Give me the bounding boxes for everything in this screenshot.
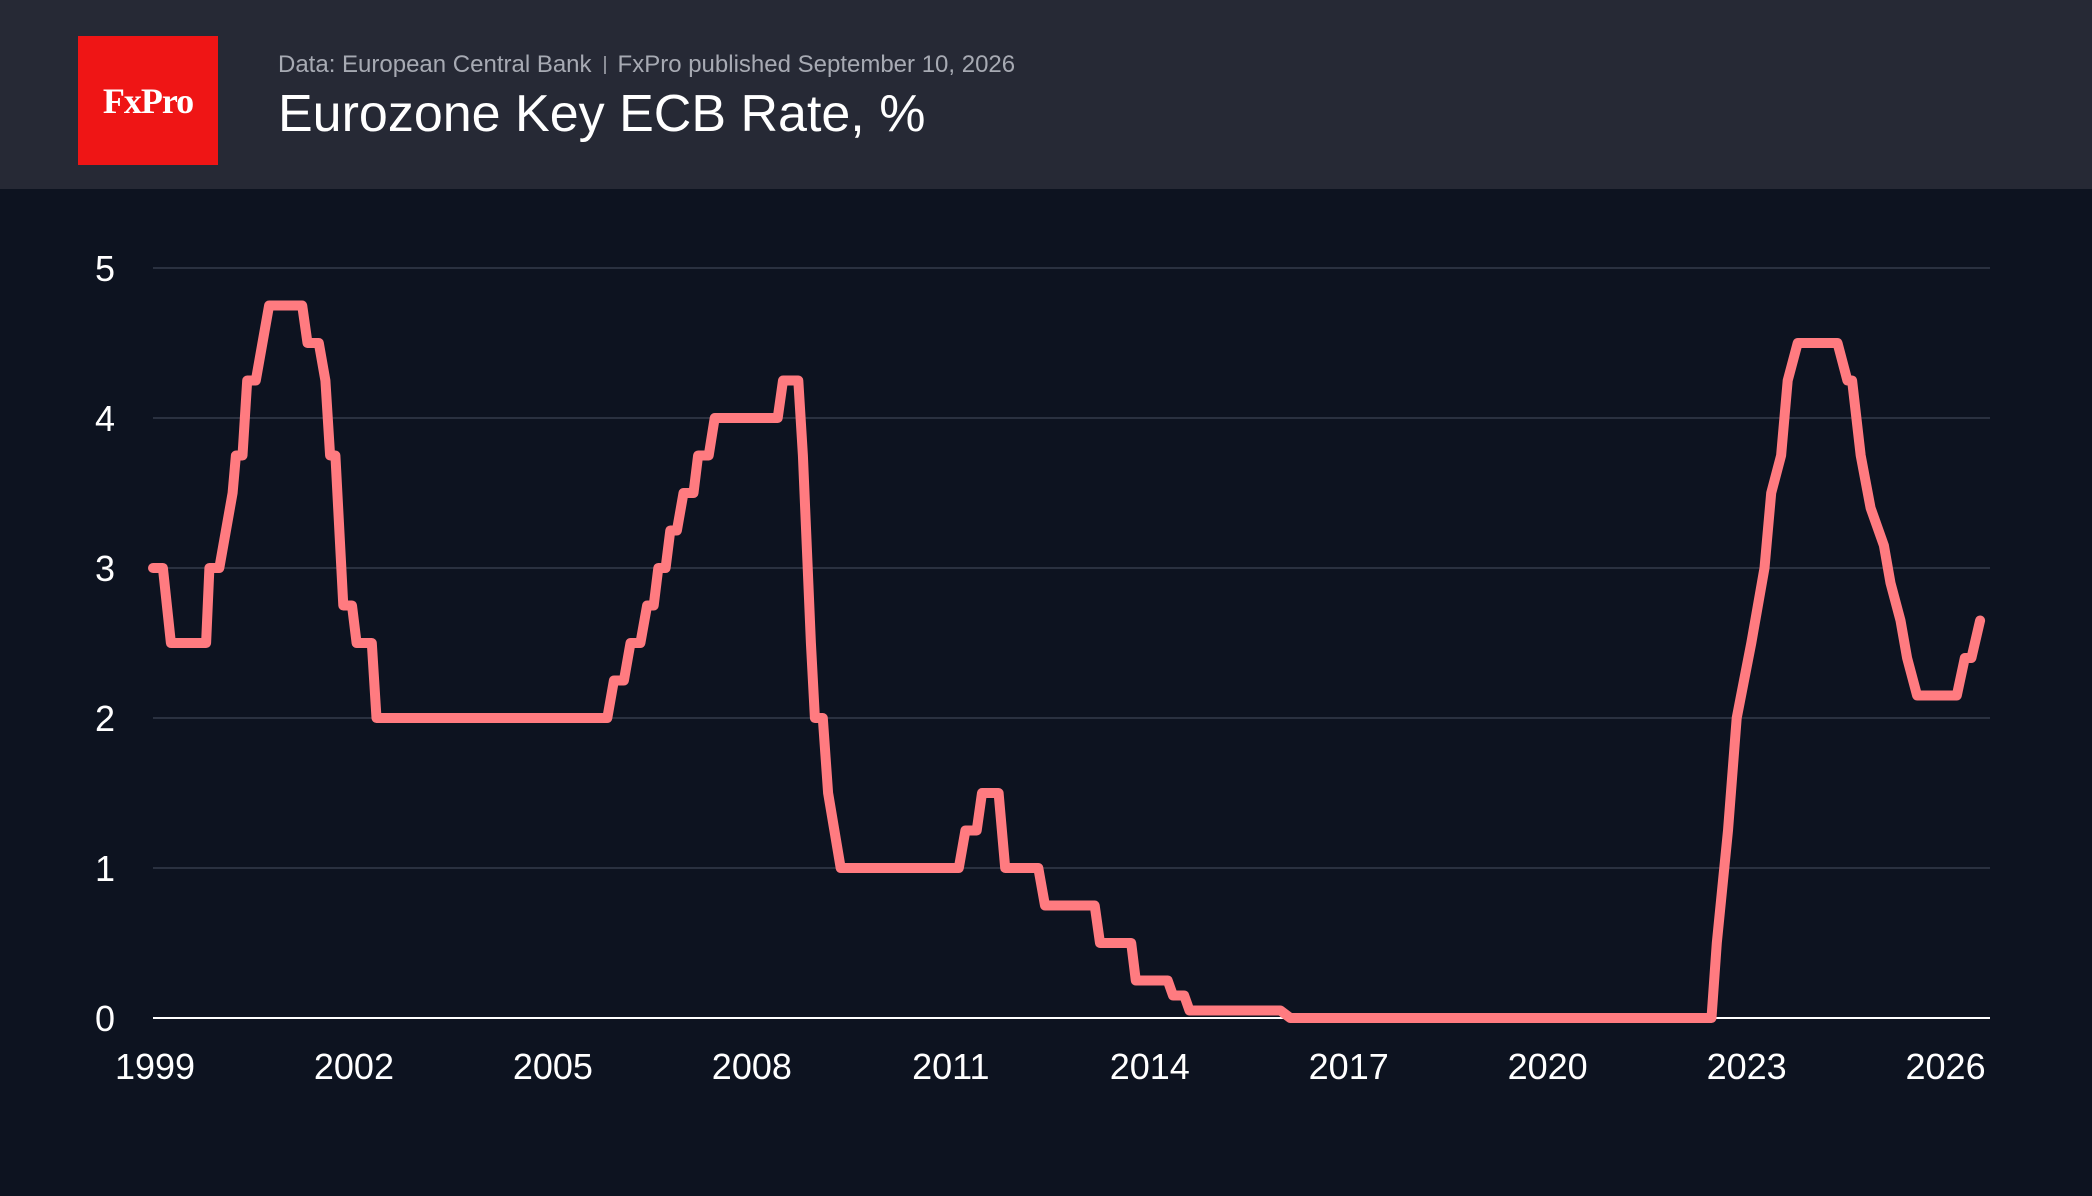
- fxpro-logo: FxPro: [78, 36, 218, 165]
- meta-separator: [603, 56, 606, 74]
- x-tick-label: 2005: [513, 1046, 593, 1087]
- x-tick-label: 2026: [1906, 1046, 1986, 1087]
- x-tick-label: 2020: [1508, 1046, 1588, 1087]
- y-tick-label: 4: [95, 398, 115, 439]
- x-tick-label: 2008: [712, 1046, 792, 1087]
- y-axis-ticks: 0 1 2 3 4 5: [95, 248, 115, 1039]
- data-source: Data: European Central Bank: [278, 51, 592, 78]
- x-tick-label: 2002: [314, 1046, 394, 1087]
- x-tick-label: 2017: [1309, 1046, 1389, 1087]
- chart-meta: Data: European Central Bank FxPro publis…: [278, 50, 1015, 80]
- y-tick-label: 1: [95, 848, 115, 889]
- x-axis-ticks: 1999 2002 2005 2008 2011 2014 2017 2020 2023 2026: [115, 1046, 1986, 1087]
- x-tick-label: 2023: [1707, 1046, 1787, 1087]
- y-tick-label: 3: [95, 548, 115, 589]
- y-tick-label: 0: [95, 998, 115, 1039]
- series-line-0: [148, 300, 1986, 1023]
- logo-text: FxPro: [102, 80, 194, 121]
- chart-title: Eurozone Key ECB Rate, %: [278, 85, 926, 143]
- y-tick-label: 5: [95, 248, 115, 289]
- header-bar: FxPro Data: European Central Bank FxPro …: [0, 0, 2092, 189]
- x-tick-label: 1999: [115, 1046, 195, 1087]
- x-tick-label: 2014: [1110, 1046, 1190, 1087]
- gridlines: [153, 267, 1990, 869]
- x-tick-label: 2011: [912, 1046, 989, 1087]
- y-tick-label: 2: [95, 698, 115, 739]
- series-group: [148, 300, 1986, 1023]
- published-date: FxPro published September 10, 2026: [617, 51, 1016, 78]
